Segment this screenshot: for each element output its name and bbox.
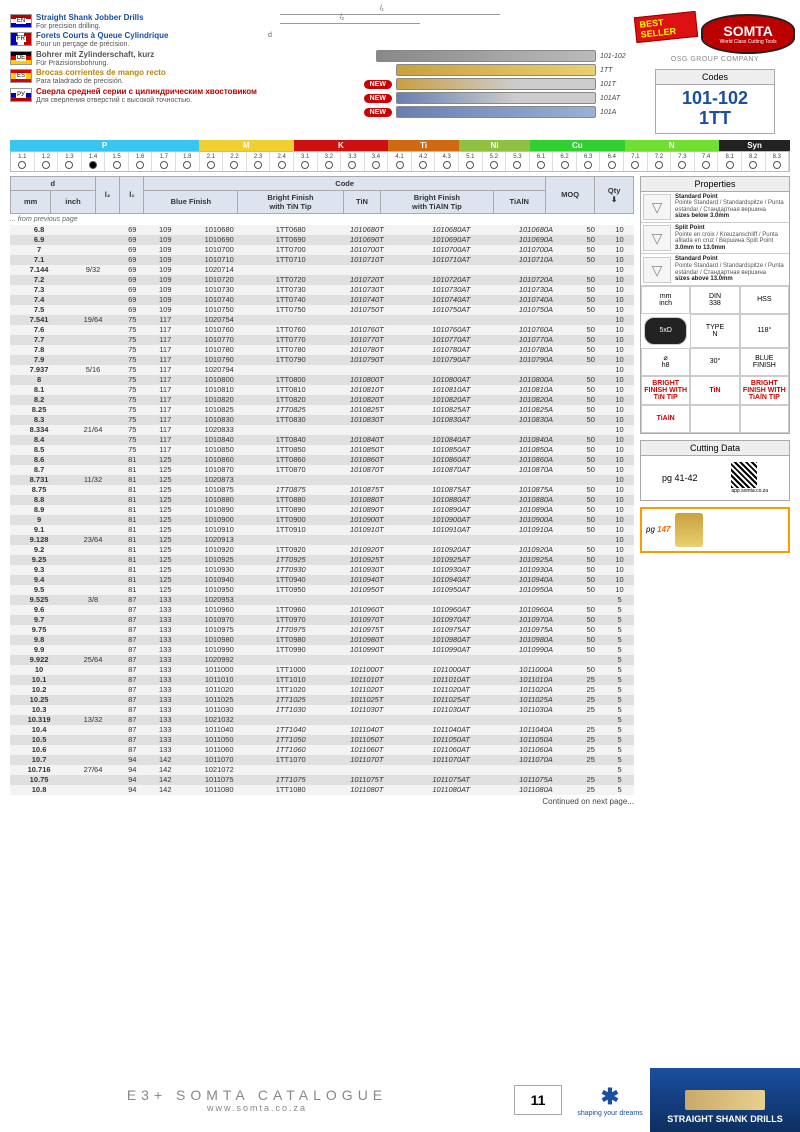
- osg-label: OSG GROUP COMPANY: [671, 56, 759, 63]
- qr-icon: [731, 462, 757, 488]
- drill-spec-table: dl₂l₁CodeMOQQty⬇ mminchBlue FinishBright…: [10, 176, 634, 214]
- cutting-data-box: Cutting Data pg 41-42 app.somta.co.za: [640, 440, 790, 501]
- dim-l2: l₂: [340, 14, 344, 21]
- page-number: 11: [514, 1085, 562, 1115]
- page-footer: E3+ SOMTA CATALOGUE www.somta.co.za 11 ✱…: [0, 1068, 800, 1132]
- properties-box: Properties ▽Standard PointPointe Standar…: [640, 176, 790, 434]
- previous-page-note: ... from previous page: [10, 214, 634, 225]
- brand-logo: SOMTA World Class Cutting Tools: [701, 14, 794, 54]
- pg147-ref: pg 147: [640, 507, 790, 553]
- dim-d: d: [268, 32, 272, 39]
- section-tab: STRAIGHT SHANK DRILLS: [650, 1068, 800, 1132]
- continued-note: Continued on next page...: [10, 795, 634, 808]
- best-seller-badge: BEST SELLER: [634, 11, 699, 43]
- dim-l1: l₁: [380, 5, 384, 12]
- osg-footer-logo: ✱ shaping your dreams: [570, 1084, 650, 1117]
- codes-box: Codes 101-1021TT: [655, 69, 775, 134]
- material-color-band: PMKTiNiCuNSyn1.11.21.31.41.51.61.71.82.1…: [10, 140, 790, 172]
- drill-diagram: l₁ l₂ d 101-1021TTNEW101TNEW101ATNEW101A: [266, 14, 634, 134]
- language-list: ENStraight Shank Jobber DrillsFor precis…: [10, 14, 260, 134]
